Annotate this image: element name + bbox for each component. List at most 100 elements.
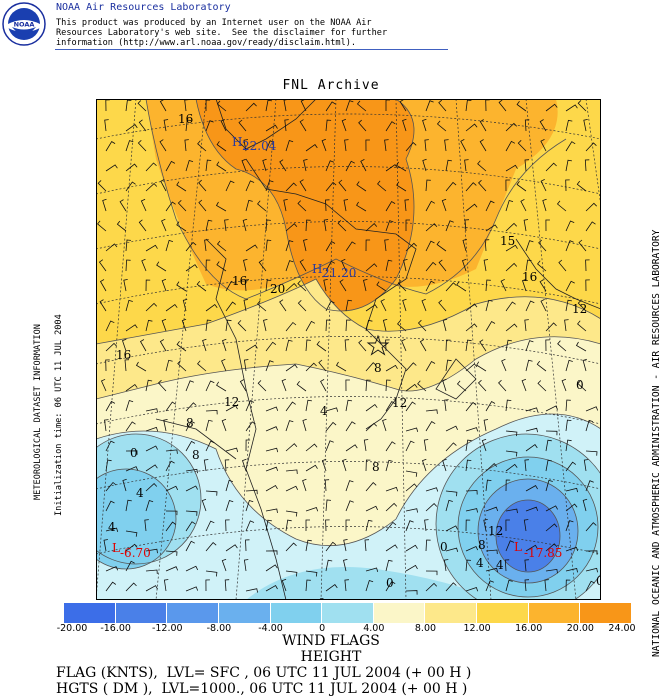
wind-barb [285,223,298,232]
contour-label: 8 [478,538,486,552]
wind-barb [465,363,478,372]
wind-barb [582,498,588,512]
wind-barb [204,239,209,252]
wind-barb [384,239,389,252]
wind-barb [125,239,132,252]
wind-barb [540,299,547,312]
wind-barb [205,570,218,577]
wind-barb [97,180,107,192]
wind-barb [325,160,335,172]
wind-barb [545,339,550,352]
wind-barb [281,378,287,392]
wind-barb [345,519,350,531]
contour-label: 0 [130,446,138,460]
wind-barb [345,500,354,512]
low-center: L -6.70 [112,541,151,560]
wind-barb [445,525,458,532]
colorbar-ticks: -20.00 -16.00 -12.00 -8.00 -4.00 0 4.00 8.00 12.… [57,623,636,635]
wind-barb [343,199,349,212]
wind-barb [99,299,107,312]
wind-barb [105,342,117,352]
wind-barb [283,199,288,212]
wind-barb [224,219,229,232]
wind-barb [305,464,318,472]
wind-barb [479,139,487,152]
wind-barb [205,319,212,332]
wind-barb [505,463,518,472]
wind-barb [365,403,378,412]
wind-barb [485,200,495,212]
wind-barb [485,320,496,332]
wind-barb [425,179,431,192]
wind-barb [157,379,167,392]
fill-band-8-12 [96,279,601,399]
wind-barb [197,360,207,372]
colorbar-segment [425,603,478,623]
wind-barb [165,521,176,532]
wind-barb [242,218,248,232]
colorbar [64,603,633,623]
wind-barb [525,407,539,412]
wind-barb [539,279,547,292]
wind-barb [265,360,274,372]
wind-barb [525,485,538,492]
wind-barb [536,360,547,372]
wind-barb [524,559,529,572]
wind-barb [125,181,136,192]
wind-barb [405,142,417,152]
wind-barb [521,378,527,392]
wind-barb [145,408,158,413]
wind-barb [585,580,595,592]
wind-barb [365,362,377,372]
wind-barb [205,520,215,532]
wind-barb [585,221,596,232]
wind-barb [138,119,147,132]
wind-barb [419,339,427,352]
wind-barb [385,220,394,232]
wind-barb [345,480,354,492]
wind-barb [445,359,452,372]
wind-barb [465,123,478,132]
wind-barb [325,240,336,252]
wind-barb [265,508,278,513]
wind-barb [182,299,188,312]
wind-barb [517,140,527,152]
wind-barb [325,119,332,132]
wind-barb [345,160,355,172]
wind-barb [443,559,449,572]
wind-barb [445,220,454,232]
wind-barb [205,120,214,132]
wind-barb [585,419,594,432]
wind-barb [320,379,327,392]
wind-barb [402,298,407,312]
wind-barb [422,118,427,132]
contour-label: 4 [496,558,504,572]
wind-barb [145,464,158,472]
wind-barb [421,298,427,312]
wind-barb [125,140,134,152]
dataset-info-label: METEOROLOGICAL DATASET INFORMATION [33,324,43,500]
wind-barb [105,481,117,492]
wind-barb [305,339,311,352]
wind-barb [105,566,119,572]
wind-barb [325,541,337,552]
wind-barb [377,180,387,192]
wind-barb [545,219,550,232]
wind-barb [121,338,127,352]
wind-barb [325,519,330,532]
wind-barb [245,499,254,512]
contour-label: 8 [192,448,200,462]
wind-barb [505,200,514,212]
wind-barb [500,279,507,292]
wind-barb [245,539,250,552]
wind-barb [405,508,418,513]
height-contour-map: 16 20 16 16 15 16 12 12 8 8 12 8 4 0 4 0… [96,99,601,600]
wind-barb [465,427,479,432]
wind-barb [382,319,388,332]
wind-barb [565,579,571,592]
wind-barb [464,219,470,232]
wind-barb [445,547,459,553]
wind-barb [303,239,308,252]
wind-barb [505,122,517,132]
wind-barb [285,570,298,577]
